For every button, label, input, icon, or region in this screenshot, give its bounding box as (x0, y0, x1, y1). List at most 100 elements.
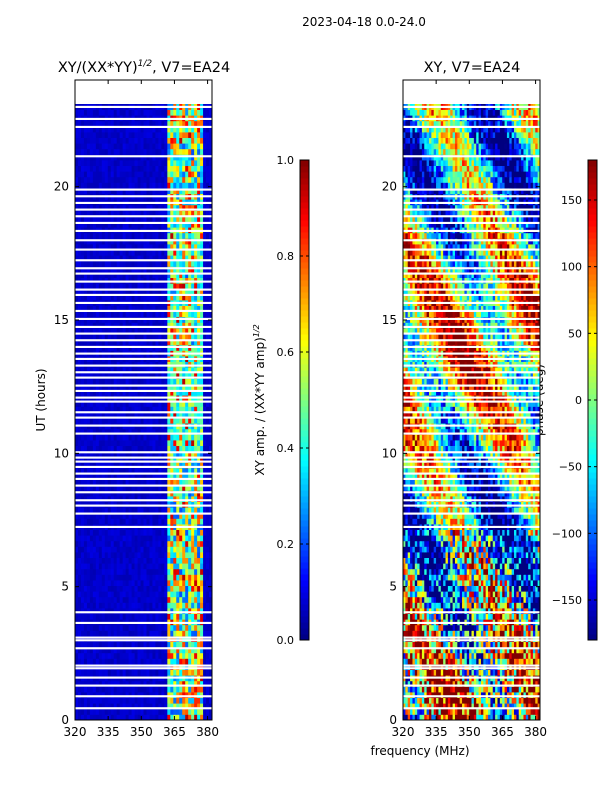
amp-cell (191, 126, 195, 133)
amp-cell (203, 473, 207, 480)
amp-cell (92, 188, 97, 194)
amp-cell (83, 216, 88, 222)
amp-cell (77, 176, 82, 183)
amp-cell (77, 272, 82, 278)
amp-cell (194, 221, 198, 228)
amp-cell (179, 148, 183, 155)
amp-cell (95, 557, 100, 564)
amp-cell (89, 428, 94, 435)
amp-cell (128, 697, 132, 704)
amp-cell (176, 249, 180, 256)
amp-cell (152, 624, 156, 631)
amp-cell (77, 568, 82, 575)
amp-cell (176, 535, 180, 542)
amp-cell (176, 518, 180, 525)
amp-cell (164, 384, 168, 390)
amp-cell (92, 580, 97, 586)
amp-cell (152, 596, 156, 603)
amp-cell (170, 456, 174, 463)
amp-cell (194, 669, 198, 676)
amp-cell (200, 585, 204, 592)
amp-cell (95, 188, 100, 194)
amp-cell (146, 641, 150, 648)
amp-cell (185, 204, 189, 211)
amp-cell (200, 210, 204, 217)
amp-cell (95, 451, 100, 458)
amp-cell (167, 244, 171, 250)
amp-cell (86, 585, 91, 592)
amp-cell (176, 400, 180, 407)
amp-cell (107, 574, 112, 581)
amp-cell (164, 512, 168, 519)
amp-cell (101, 266, 106, 273)
amp-cell (98, 372, 103, 379)
amp-cell (206, 412, 210, 418)
amp-cell (155, 188, 159, 194)
amp-cell (80, 428, 85, 435)
amp-cell (209, 266, 212, 273)
amp-cell (125, 507, 130, 514)
amp-cell (161, 294, 165, 301)
amp-cell (131, 322, 135, 329)
amp-cell (170, 322, 174, 329)
amp-cell (83, 512, 88, 519)
amp-cell (137, 630, 141, 637)
amp-cell (170, 339, 174, 346)
amp-cell (89, 283, 94, 290)
amp-cell (125, 434, 130, 441)
amp-cell (92, 585, 97, 592)
amp-cell (131, 496, 135, 502)
amp-cell (179, 367, 183, 374)
amp-cell (161, 613, 165, 620)
amp-cell (170, 680, 174, 687)
amp-cell (179, 417, 183, 424)
amp-cell (209, 462, 212, 469)
amp-cell (95, 406, 100, 413)
amp-cell (113, 652, 118, 659)
amp-cell (176, 608, 180, 614)
amp-cell (80, 154, 85, 161)
amp-cell (194, 249, 198, 256)
amp-cell (134, 400, 138, 407)
amp-cell (185, 294, 189, 301)
amp-cell (188, 608, 192, 614)
amp-cell (128, 468, 132, 474)
amp-cell (119, 176, 124, 183)
amp-cell (143, 221, 147, 228)
amp-cell (80, 120, 85, 127)
amp-cell (170, 428, 174, 435)
amp-cell (113, 540, 118, 547)
amp-cell (161, 602, 165, 609)
amp-cell (134, 384, 138, 390)
amp-cell (173, 305, 177, 312)
amp-cell (95, 680, 100, 687)
amp-cell (104, 468, 109, 474)
amp-cell (191, 137, 195, 144)
amp-cell (128, 160, 132, 166)
amp-cell (155, 669, 159, 676)
amp-cell (98, 171, 103, 178)
amp-cell (182, 557, 186, 564)
amp-cell (137, 182, 141, 189)
amp-cell (80, 434, 85, 441)
amp-cell (146, 333, 150, 340)
amp-cell (104, 552, 109, 558)
amp-cell (125, 154, 130, 161)
amp-cell (137, 165, 141, 172)
amp-cell (161, 484, 165, 491)
amp-cell (206, 641, 210, 648)
amp-cell (188, 540, 192, 547)
amp-cell (137, 188, 141, 194)
amp-cell (152, 249, 156, 256)
amp-cell (77, 462, 82, 469)
amp-cell (164, 400, 168, 407)
amp-cell (101, 574, 106, 581)
amp-cell (101, 143, 106, 150)
amp-cell (80, 697, 85, 704)
amp-cell (98, 540, 103, 547)
amp-cell (173, 148, 177, 155)
amp-cell (188, 148, 192, 155)
amp-cell (158, 188, 162, 194)
amp-cell (80, 708, 85, 715)
amp-cell (209, 563, 212, 570)
